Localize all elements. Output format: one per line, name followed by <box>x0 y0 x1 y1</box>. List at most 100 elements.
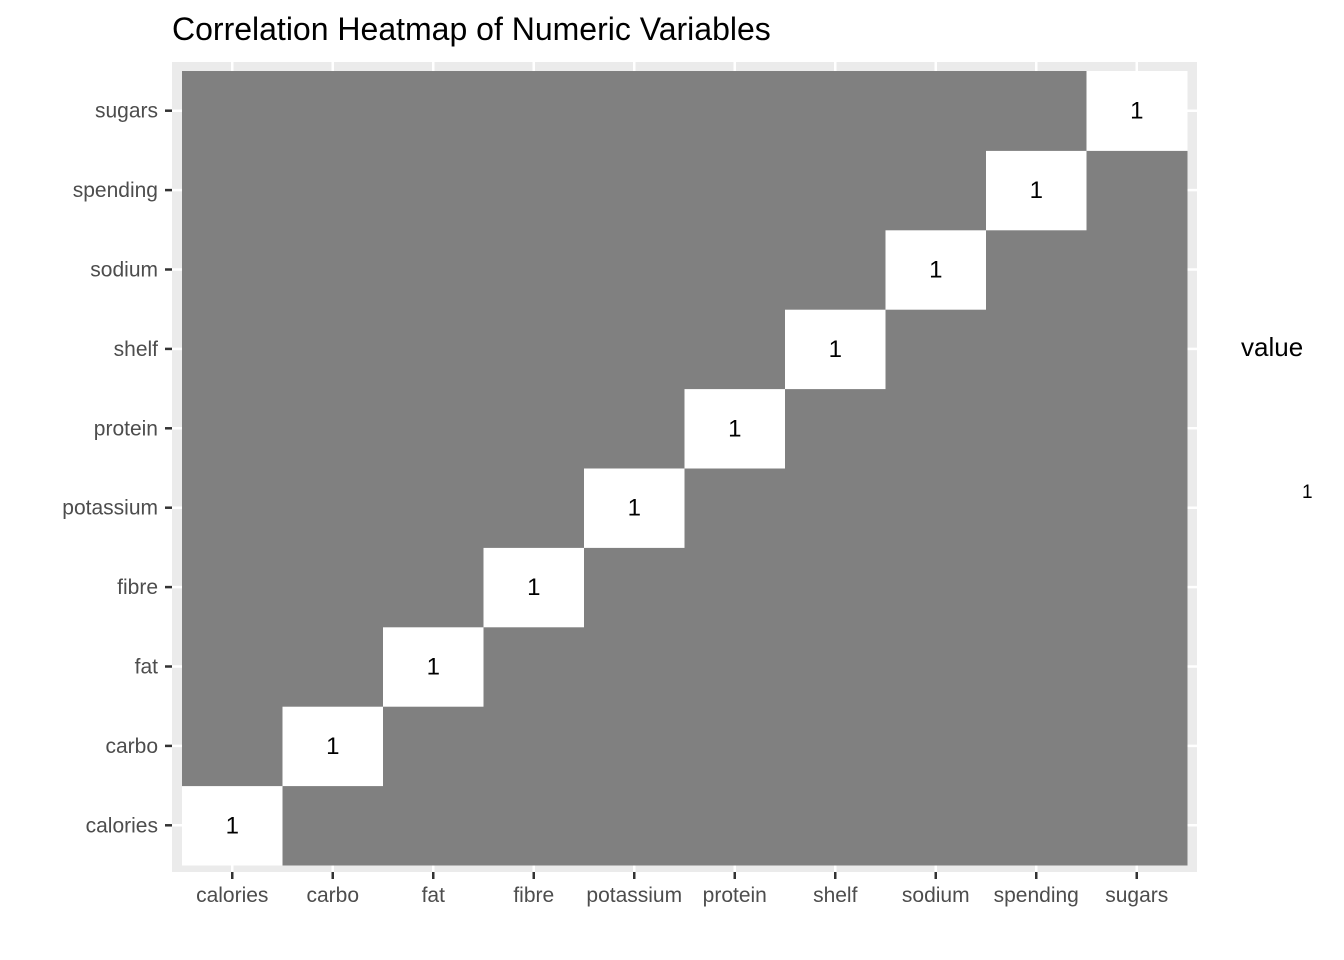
x-tick-label-fat: fat <box>422 884 446 907</box>
heatmap-cell-calories-carbo <box>182 706 283 787</box>
heatmap-cell-sugars-carbo <box>1086 706 1188 787</box>
heatmap-cell-fibre-carbo <box>483 706 585 787</box>
heatmap-cell-potassium-protein <box>584 388 685 469</box>
heatmap-cell-sugars-sugars <box>1086 71 1188 151</box>
heatmap-cell-potassium-shelf <box>584 309 685 390</box>
heatmap-cell-carbo-carbo <box>282 706 384 787</box>
heatmap-cell-potassium-fibre <box>584 547 685 628</box>
legend: value 1 <box>1241 332 1313 503</box>
heatmap-cell-shelf-sodium <box>785 229 886 310</box>
heatmap-cells <box>182 71 1188 866</box>
heatmap-cell-sugars-protein <box>1086 388 1188 469</box>
heatmap-cell-fat-carbo <box>383 706 484 787</box>
y-tick-label-fibre: fibre <box>117 576 158 599</box>
heatmap-cell-carbo-fat <box>282 626 384 707</box>
x-tick-label-spending: spending <box>994 884 1079 907</box>
heatmap-cell-fibre-protein <box>483 388 585 469</box>
y-tick-label-fat: fat <box>135 656 159 679</box>
heatmap-cell-calories-fat <box>182 626 283 707</box>
heatmap-cell-shelf-protein <box>785 388 886 469</box>
cell-label-protein-protein: 1 <box>728 415 741 442</box>
x-tick-label-fibre: fibre <box>513 884 554 907</box>
heatmap-cell-fibre-sugars <box>483 71 585 151</box>
heatmap-cell-sugars-spending <box>1086 150 1188 231</box>
heatmap-cell-shelf-sugars <box>785 71 886 151</box>
heatmap-cell-fat-fibre <box>383 547 484 628</box>
cell-label-potassium-potassium: 1 <box>628 495 641 522</box>
y-tick-label-shelf: shelf <box>114 338 159 361</box>
heatmap-cell-spending-sugars <box>986 71 1087 151</box>
heatmap-cell-sodium-shelf <box>885 309 987 390</box>
y-tick-label-carbo: carbo <box>105 735 158 758</box>
heatmap-cell-sugars-potassium <box>1086 468 1188 548</box>
heatmap-cell-calories-fibre <box>182 547 283 628</box>
heatmap-cell-sugars-fat <box>1086 626 1188 707</box>
heatmap-cell-fibre-shelf <box>483 309 585 390</box>
x-tick-label-shelf: shelf <box>813 884 858 907</box>
heatmap-cell-sodium-sodium <box>885 229 987 310</box>
heatmap-cell-sodium-protein <box>885 388 987 469</box>
heatmap-cell-potassium-sodium <box>584 229 685 310</box>
heatmap-cell-sodium-fibre <box>885 547 987 628</box>
heatmap-cell-spending-calories <box>986 785 1087 866</box>
x-tick-label-carbo: carbo <box>306 884 359 907</box>
heatmap-cell-protein-fat <box>684 626 786 707</box>
heatmap-cell-fat-sodium <box>383 229 484 310</box>
x-tick-label-calories: calories <box>196 884 268 907</box>
cell-label-spending-spending: 1 <box>1030 177 1043 204</box>
heatmap-cell-fat-sugars <box>383 71 484 151</box>
heatmap-cell-sodium-sugars <box>885 71 987 151</box>
cell-label-shelf-shelf: 1 <box>829 336 842 363</box>
heatmap-cell-shelf-fat <box>785 626 886 707</box>
heatmap-cell-calories-calories <box>182 785 283 866</box>
y-tick-label-potassium: potassium <box>62 497 158 520</box>
heatmap-cell-spending-spending <box>986 150 1087 231</box>
y-tick-label-calories: calories <box>86 814 158 837</box>
heatmap-cell-calories-shelf <box>182 309 283 390</box>
heatmap-cell-sodium-fat <box>885 626 987 707</box>
heatmap-cell-calories-sugars <box>182 71 283 151</box>
cell-label-fat-fat: 1 <box>427 654 440 681</box>
heatmap-cell-potassium-sugars <box>584 71 685 151</box>
y-tick-label-spending: spending <box>73 179 158 202</box>
heatmap-cell-carbo-potassium <box>282 468 384 548</box>
heatmap-cell-potassium-potassium <box>584 468 685 548</box>
cell-label-sodium-sodium: 1 <box>929 257 942 284</box>
heatmap-cell-spending-potassium <box>986 468 1087 548</box>
y-tick-label-sugars: sugars <box>95 100 158 123</box>
heatmap-cell-carbo-protein <box>282 388 384 469</box>
heatmap-cell-spending-protein <box>986 388 1087 469</box>
heatmap-cell-calories-spending <box>182 150 283 231</box>
cell-label-sugars-sugars: 1 <box>1130 98 1143 125</box>
heatmap-cell-spending-fat <box>986 626 1087 707</box>
heatmap-cell-shelf-carbo <box>785 706 886 787</box>
heatmap-cell-protein-shelf <box>684 309 786 390</box>
heatmap-cell-shelf-calories <box>785 785 886 866</box>
chart-title: Correlation Heatmap of Numeric Variables <box>172 11 771 47</box>
legend-title: value <box>1241 332 1303 362</box>
heatmap-cell-shelf-potassium <box>785 468 886 548</box>
heatmap-cell-sugars-shelf <box>1086 309 1188 390</box>
heatmap-cell-protein-calories <box>684 785 786 866</box>
x-tick-label-protein: protein <box>703 884 767 907</box>
y-tick-label-protein: protein <box>94 417 158 440</box>
heatmap-cell-protein-spending <box>684 150 786 231</box>
heatmap-cell-fat-fat <box>383 626 484 707</box>
heatmap-cell-potassium-spending <box>584 150 685 231</box>
heatmap-cell-fat-calories <box>383 785 484 866</box>
heatmap-cell-fat-potassium <box>383 468 484 548</box>
heatmap-cell-protein-protein <box>684 388 786 469</box>
heatmap-cell-potassium-fat <box>584 626 685 707</box>
y-tick-label-sodium: sodium <box>90 259 158 282</box>
heatmap-cell-shelf-shelf <box>785 309 886 390</box>
heatmap-cell-potassium-carbo <box>584 706 685 787</box>
heatmap-cell-spending-shelf <box>986 309 1087 390</box>
heatmap-cell-carbo-spending <box>282 150 384 231</box>
heatmap-cell-fibre-fat <box>483 626 585 707</box>
heatmap-cell-sodium-potassium <box>885 468 987 548</box>
heatmap-cell-sugars-calories <box>1086 785 1188 866</box>
heatmap-cell-carbo-sodium <box>282 229 384 310</box>
heatmap-cell-sodium-calories <box>885 785 987 866</box>
heatmap-cell-fibre-calories <box>483 785 585 866</box>
heatmap-cell-potassium-calories <box>584 785 685 866</box>
